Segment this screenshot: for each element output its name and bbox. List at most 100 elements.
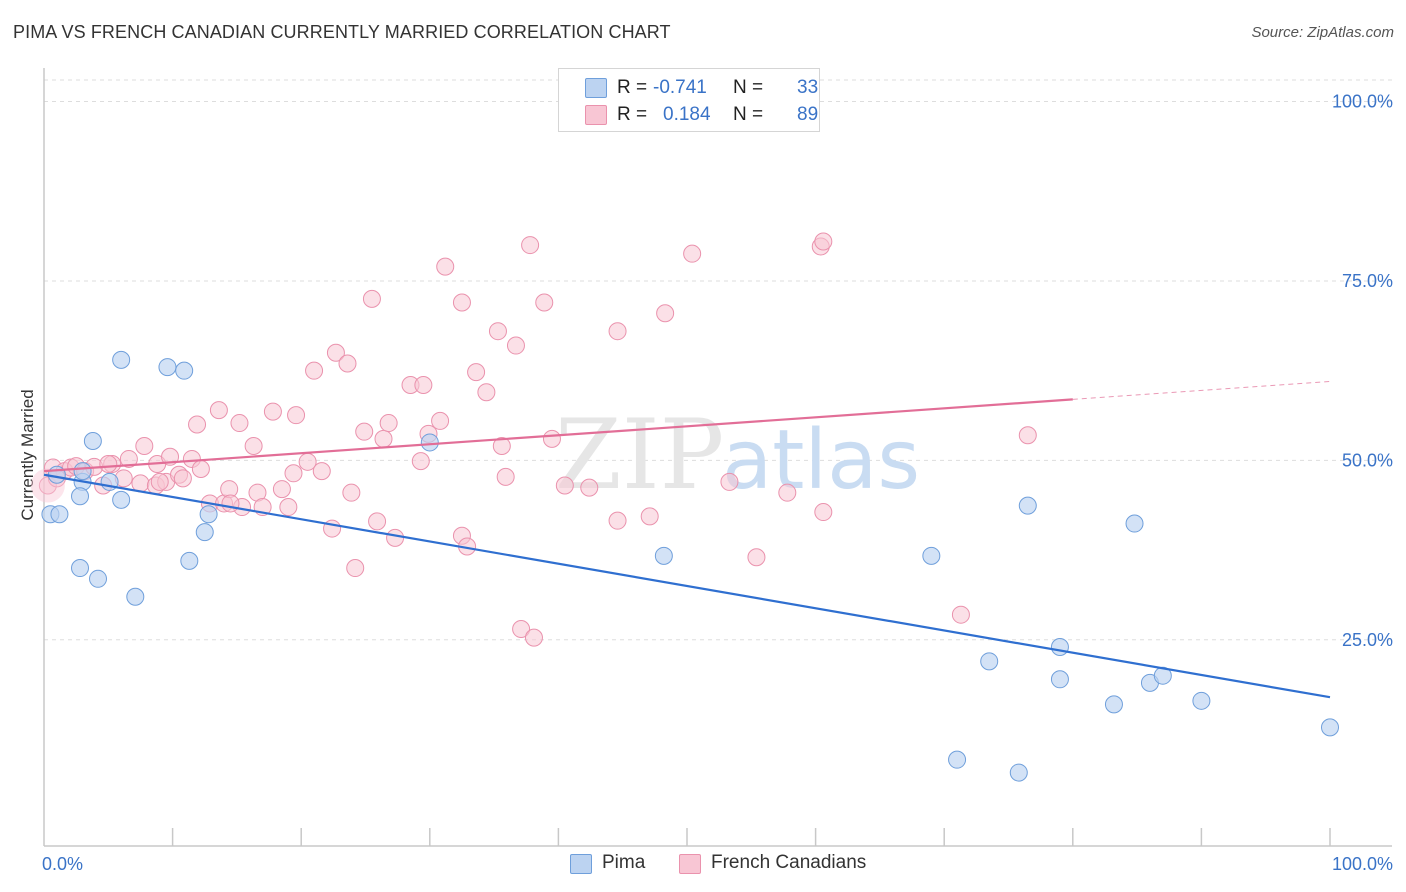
- french-point: [386, 528, 405, 547]
- french-point: [150, 472, 169, 491]
- pima-point: [180, 551, 199, 570]
- pima-n-value: 33: [797, 77, 819, 98]
- french-point: [640, 507, 659, 526]
- pima-trend-line: [43, 473, 1331, 699]
- french-point: [1018, 426, 1037, 445]
- pima-point: [1192, 691, 1211, 710]
- pima-point: [112, 350, 131, 369]
- french-legend-label: French Canadians: [711, 852, 867, 873]
- pima-r-value: -0.741: [653, 77, 707, 98]
- french-point: [209, 401, 228, 420]
- r-label: R =: [617, 77, 648, 98]
- french-n-value: 89: [797, 104, 819, 125]
- pima-point: [112, 490, 131, 509]
- french-point: [452, 293, 471, 312]
- x-tick-label: 0.0%: [42, 854, 83, 874]
- pima-point: [73, 462, 92, 481]
- n-label: N =: [733, 77, 764, 98]
- french-point: [747, 548, 766, 567]
- french-point: [524, 628, 543, 647]
- pima-point: [948, 750, 967, 769]
- french-point: [312, 462, 331, 481]
- pima-point: [1018, 496, 1037, 515]
- pima-point: [980, 652, 999, 671]
- r-label: R =: [617, 104, 648, 125]
- french-swatch: [679, 854, 701, 874]
- gridlines: [44, 79, 1392, 641]
- french-point: [720, 472, 739, 491]
- watermark-zip: ZIP: [555, 399, 724, 511]
- french-trend-extension: [1072, 380, 1331, 400]
- french-point: [477, 383, 496, 402]
- french-point: [230, 414, 249, 433]
- pima-point: [1050, 637, 1069, 656]
- french-point: [512, 620, 531, 639]
- pima-legend-label: Pima: [602, 852, 646, 873]
- french-point: [338, 354, 357, 373]
- french-point: [379, 414, 398, 433]
- n-label: N =: [733, 104, 764, 125]
- french-point: [135, 437, 154, 456]
- watermark: ZIP atlas: [555, 399, 920, 511]
- pima-swatch: [585, 78, 607, 98]
- french-point: [778, 483, 797, 502]
- pima-point: [420, 433, 439, 452]
- french-point: [951, 605, 970, 624]
- pima-point: [922, 546, 941, 565]
- french-point: [521, 236, 540, 255]
- french-point: [368, 512, 387, 531]
- french-point: [488, 322, 507, 341]
- french-point: [287, 406, 306, 425]
- x-tick-label: 100.0%: [1332, 854, 1393, 874]
- pima-point: [89, 569, 108, 588]
- pima-points: [41, 350, 1339, 782]
- french-point: [305, 361, 324, 380]
- french-point: [221, 494, 240, 513]
- french-point: [506, 336, 525, 355]
- pima-point: [199, 505, 218, 524]
- french-point: [492, 437, 511, 456]
- french-point: [608, 322, 627, 341]
- french-point: [542, 429, 561, 448]
- french-point: [411, 452, 430, 471]
- pima-point: [1104, 695, 1123, 714]
- pima-point: [71, 487, 90, 506]
- french-point: [342, 483, 361, 502]
- french-point: [431, 411, 450, 430]
- pima-swatch: [570, 854, 592, 874]
- trend-lines: [43, 380, 1331, 699]
- pima-point: [83, 432, 102, 451]
- french-point: [814, 232, 833, 251]
- french-point: [467, 363, 486, 382]
- french-point: [535, 293, 554, 312]
- french-point: [119, 449, 138, 468]
- pima-point: [1321, 718, 1339, 737]
- y-tick-label: 50.0%: [1342, 450, 1393, 470]
- watermark-atlas: atlas: [722, 413, 920, 508]
- french-point: [656, 304, 675, 323]
- pima-point: [71, 559, 90, 578]
- french-point: [814, 503, 833, 522]
- french-point: [263, 402, 282, 421]
- pima-point: [158, 358, 177, 377]
- pima-point: [1050, 670, 1069, 689]
- french-point: [326, 343, 345, 362]
- french-point: [580, 478, 599, 497]
- french-point: [436, 257, 455, 276]
- correlation-legend: R = -0.741 N = 33 R = 0.184 N = 89: [558, 68, 820, 132]
- french-point: [272, 480, 291, 499]
- french-point: [188, 415, 207, 434]
- french-point: [346, 559, 365, 578]
- french-r-value: 0.184: [663, 104, 711, 125]
- french-point: [414, 376, 433, 395]
- french-point: [284, 464, 303, 483]
- french-point: [279, 498, 298, 517]
- pima-point: [126, 587, 145, 606]
- tick-labels: 25.0% 50.0% 75.0% 100.0% 0.0% 100.0%: [42, 92, 1393, 874]
- french-point: [555, 476, 574, 495]
- french-point: [99, 454, 118, 473]
- source-label: Source: ZipAtlas.com: [1251, 24, 1394, 41]
- y-tick-label: 75.0%: [1342, 271, 1393, 291]
- pima-point: [1009, 763, 1028, 782]
